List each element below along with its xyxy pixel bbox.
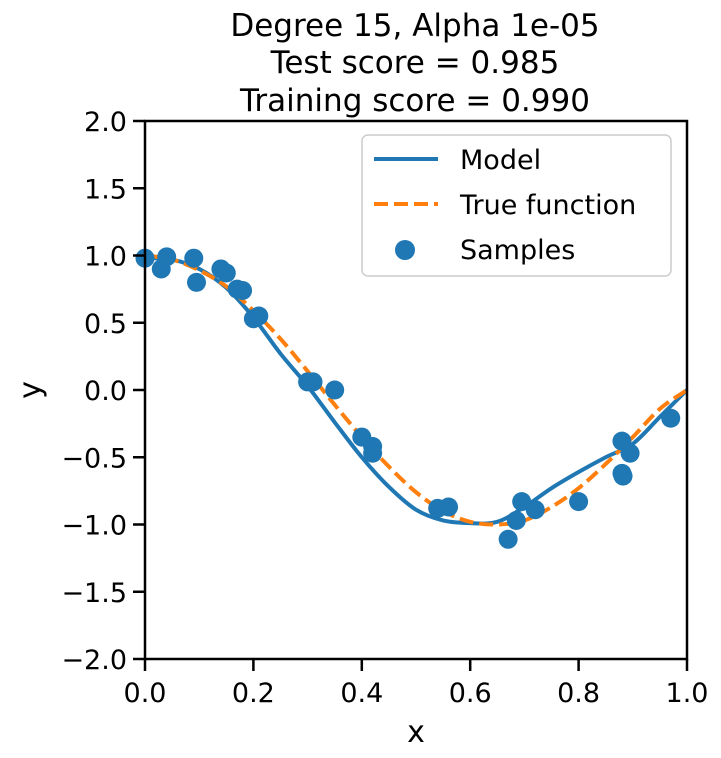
- title-line-training-score: Training score = 0.990: [239, 83, 590, 119]
- sample-point: [249, 306, 269, 326]
- y-tick-label: 2.0: [84, 107, 127, 138]
- y-tick-label: 0.5: [84, 309, 127, 340]
- plot-frame: [143, 119, 689, 661]
- plot-area: [135, 247, 689, 549]
- y-tick-label: −1.0: [61, 511, 127, 542]
- sample-point: [186, 272, 206, 292]
- y-tick-label: 1.0: [84, 242, 127, 273]
- y-tick-label: −2.0: [61, 645, 127, 676]
- chart-title: Degree 15, Alpha 1e-05 Test score = 0.98…: [230, 8, 599, 119]
- legend-box: [361, 134, 672, 277]
- sample-point: [620, 443, 640, 463]
- sample-point: [506, 510, 526, 530]
- x-tick-label: 0.8: [557, 678, 600, 709]
- sample-point: [661, 408, 681, 428]
- x-axis-label: x: [407, 715, 425, 750]
- x-tick-label: 1.0: [666, 678, 709, 709]
- model-line: [144, 256, 689, 526]
- sample-point: [233, 280, 253, 300]
- x-tick-label: 0.6: [449, 678, 492, 709]
- sample-point: [363, 443, 383, 463]
- sample-point: [498, 529, 518, 549]
- sample-point: [525, 500, 545, 520]
- x-tick-label: 0.2: [232, 678, 275, 709]
- legend: Model True function Samples: [361, 134, 672, 277]
- sample-point: [184, 248, 204, 268]
- sample-point: [439, 497, 459, 517]
- true-function-line: [144, 253, 689, 527]
- legend-samples-label: Samples: [460, 235, 575, 266]
- sample-point: [325, 380, 345, 400]
- sample-point: [569, 492, 589, 512]
- x-tick-label: 0.4: [340, 678, 383, 709]
- title-line-degree-alpha: Degree 15, Alpha 1e-05: [230, 8, 599, 44]
- sample-point: [157, 247, 177, 267]
- y-tick-label: 1.5: [84, 174, 127, 205]
- x-axis-ticks: 0.0 0.2 0.4 0.6 0.8 1.0: [124, 659, 709, 709]
- legend-model-label: Model: [460, 145, 541, 176]
- legend-samples-swatch: [395, 240, 415, 260]
- sample-point: [216, 263, 236, 283]
- y-axis-label: y: [13, 381, 48, 399]
- sample-point: [303, 372, 323, 392]
- y-axis-ticks: −2.0 −1.5 −1.0 −0.5 0.0 0.5 1.0 1.5 2.0: [61, 107, 145, 676]
- y-tick-label: −0.5: [61, 443, 127, 474]
- y-tick-label: 0.0: [84, 376, 127, 407]
- legend-true-function-label: True function: [459, 190, 636, 221]
- x-tick-label: 0.0: [124, 678, 167, 709]
- title-line-test-score: Test score = 0.985: [270, 45, 560, 81]
- y-tick-label: −1.5: [61, 578, 127, 609]
- sample-point: [613, 466, 633, 486]
